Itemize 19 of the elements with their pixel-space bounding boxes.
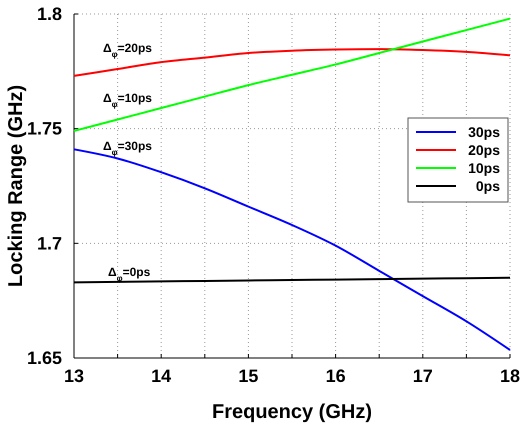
legend-label: 0ps xyxy=(476,178,500,194)
x-tick-label: 13 xyxy=(64,366,84,386)
y-tick-label: 1.75 xyxy=(26,118,62,139)
y-axis-title: Locking Range (GHz) xyxy=(5,84,27,288)
y-tick-label: 1.65 xyxy=(26,348,62,368)
x-tick-label: 17 xyxy=(412,366,433,386)
x-tick-label: 18 xyxy=(500,366,520,386)
legend-label: 30ps xyxy=(468,124,500,140)
annotation: Δ$_{φ}$=20ps xyxy=(103,41,152,59)
annotation: Δ$_{φ}$=30ps xyxy=(103,139,152,157)
x-tick-label: 14 xyxy=(151,366,172,386)
legend-label: 10ps xyxy=(468,160,500,176)
y-tick-label: 1.7 xyxy=(36,233,62,254)
legend-label: 20ps xyxy=(468,142,500,158)
y-tick-label: 1.8 xyxy=(36,4,62,24)
annotation: Δ$_{φ}$=10ps xyxy=(103,91,152,109)
x-tick-label: 15 xyxy=(238,366,258,386)
x-tick-label: 16 xyxy=(326,366,346,386)
x-axis-title: Frequency (GHz) xyxy=(212,401,372,423)
